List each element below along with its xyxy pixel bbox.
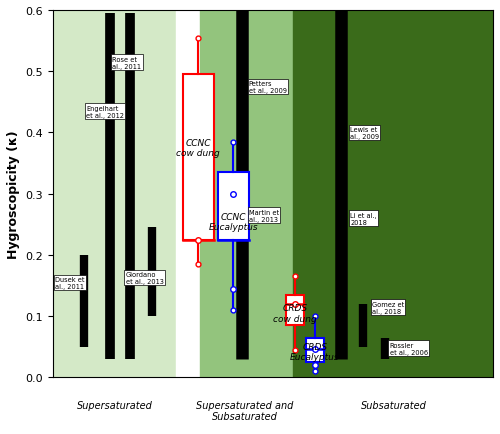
- Bar: [306, 338, 324, 362]
- Text: Subsaturated: Subsaturated: [361, 400, 427, 410]
- Text: CRDS
Eucalyptus: CRDS Eucalyptus: [290, 342, 340, 362]
- Bar: [218, 173, 249, 240]
- Text: Li et al.,
2018: Li et al., 2018: [350, 212, 376, 225]
- Text: Giordano
et al., 2013: Giordano et al., 2013: [126, 272, 164, 284]
- Bar: [286, 295, 304, 326]
- Bar: [176, 11, 293, 378]
- Text: CCNC
cow dung: CCNC cow dung: [176, 139, 220, 158]
- Text: CCNC
Eucalyptus: CCNC Eucalyptus: [208, 212, 258, 231]
- Bar: [183, 75, 214, 240]
- Bar: [200, 11, 293, 378]
- Text: CRDS
cow dung: CRDS cow dung: [273, 304, 317, 323]
- Text: Gomez et
al., 2018: Gomez et al., 2018: [372, 301, 404, 314]
- Text: Rose et
al., 2011: Rose et al., 2011: [112, 56, 142, 69]
- Text: Martin et
al., 2013: Martin et al., 2013: [249, 209, 279, 222]
- Bar: [293, 11, 493, 378]
- Y-axis label: Hygroscopicity (κ): Hygroscopicity (κ): [7, 130, 20, 258]
- Text: Lewis et
al., 2009: Lewis et al., 2009: [350, 127, 379, 140]
- Bar: [53, 11, 176, 378]
- Text: Supersaturated: Supersaturated: [76, 400, 152, 410]
- Text: Rossler
et al., 2006: Rossler et al., 2006: [390, 342, 428, 355]
- Text: Petters
et al., 2009: Petters et al., 2009: [249, 81, 287, 94]
- Text: Dusek et
al., 2011: Dusek et al., 2011: [55, 276, 84, 289]
- Text: Supersaturated and
Subsaturated: Supersaturated and Subsaturated: [196, 400, 293, 421]
- Text: Engelhart
et al., 2012: Engelhart et al., 2012: [86, 105, 124, 118]
